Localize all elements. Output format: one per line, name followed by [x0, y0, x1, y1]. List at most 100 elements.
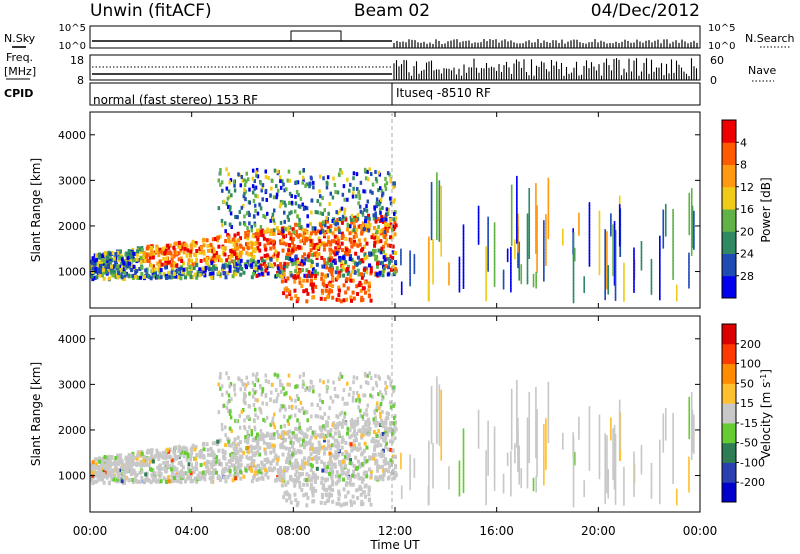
- velocity-cell: [383, 439, 387, 444]
- power-cell: [545, 246, 547, 251]
- velocity-cell: [372, 430, 376, 435]
- velocity-cell: [536, 463, 538, 468]
- velocity-cell: [235, 446, 239, 451]
- velocity-cell: [288, 496, 292, 501]
- power-cell: [114, 260, 118, 265]
- velocity-cell: [440, 396, 443, 401]
- power-cell: [510, 222, 513, 227]
- power-cell: [675, 297, 678, 302]
- power-cell: [363, 256, 367, 261]
- power-cell: [413, 257, 416, 262]
- velocity-cell: [237, 442, 241, 447]
- power-cell: [612, 246, 614, 251]
- power-cell: [604, 257, 606, 262]
- power-cell: [269, 218, 272, 223]
- velocity-cell: [203, 461, 207, 466]
- velocity-cell: [291, 431, 295, 436]
- power-cell: [331, 276, 335, 281]
- velocity-cell: [536, 415, 538, 420]
- power-cell: [345, 277, 349, 282]
- power-cell: [336, 243, 340, 248]
- velocity-cell: [223, 456, 227, 461]
- velocity-cell: [440, 447, 443, 452]
- velocity-cell: [224, 466, 228, 471]
- power-cell: [440, 233, 443, 238]
- power-cell: [364, 176, 368, 181]
- velocity-cell: [361, 425, 365, 430]
- velocity-cell: [276, 392, 280, 397]
- power-cell: [518, 270, 521, 275]
- velocity-cell: [386, 416, 390, 421]
- velocity-cell: [118, 468, 122, 473]
- velocity-cell: [394, 420, 398, 425]
- power-cell: [330, 256, 334, 261]
- velocity-cell: [133, 462, 137, 467]
- power-cell: [319, 222, 323, 227]
- velocity-cell: [536, 409, 538, 414]
- velocity-cell: [361, 414, 365, 419]
- power-cell: [95, 275, 99, 280]
- velocity-cell: [264, 378, 268, 383]
- power-cell: [336, 241, 340, 246]
- velocity-cell: [373, 410, 377, 415]
- power-cell: [125, 251, 129, 256]
- power-cell: [245, 179, 248, 184]
- velocity-cell: [321, 433, 325, 438]
- velocity-cell: [296, 478, 300, 483]
- velocity-cell: [362, 448, 366, 453]
- velocity-cell: [346, 426, 350, 431]
- power-cell: [310, 242, 314, 247]
- velocity-cell: [319, 415, 322, 420]
- power-cell: [355, 227, 359, 232]
- velocity-cell: [344, 440, 348, 445]
- power-cell: [294, 269, 298, 274]
- power-cell: [195, 257, 199, 262]
- power-cell: [253, 223, 257, 228]
- power-cell: [299, 196, 303, 201]
- power-cell: [607, 274, 610, 279]
- power-cell: [134, 274, 138, 279]
- power-cell: [210, 266, 214, 271]
- velocity-cell: [361, 451, 365, 456]
- velocity-cell: [313, 455, 317, 460]
- velocity-cell: [195, 452, 199, 457]
- velocity-cell: [272, 412, 276, 417]
- velocity-cell: [294, 426, 298, 431]
- power-cell: [543, 261, 545, 266]
- power-cell: [502, 279, 505, 284]
- power-cell: [430, 213, 433, 218]
- velocity-cell: [117, 457, 121, 462]
- power-cell: [226, 196, 230, 201]
- power-cell: [301, 255, 305, 260]
- power-cell: [251, 168, 255, 173]
- power-cell: [356, 186, 359, 191]
- cpid-2-label: Ituseq -8510 RF: [396, 86, 491, 100]
- power-cell: [282, 182, 285, 187]
- velocity-cell: [182, 471, 186, 476]
- power-cell: [606, 285, 608, 290]
- power-cell: [360, 295, 364, 300]
- velocity-cell: [384, 387, 387, 392]
- power-cell: [365, 270, 369, 275]
- power-cell: [294, 261, 298, 266]
- velocity-cell: [179, 460, 183, 465]
- velocity-cell: [440, 440, 443, 445]
- velocity-cell: [325, 446, 329, 451]
- velocity-cell: [428, 456, 430, 461]
- velocity-cell: [315, 466, 319, 471]
- power-cell: [510, 197, 513, 202]
- power-cell: [336, 217, 340, 222]
- velocity-cell: [355, 488, 359, 493]
- velocity-cell: [350, 433, 354, 438]
- power-cell: [104, 253, 108, 258]
- velocity-cell: [353, 433, 357, 438]
- power-cell: [430, 204, 433, 209]
- velocity-cell: [606, 451, 608, 456]
- power-cell: [347, 188, 351, 193]
- power-cell: [285, 252, 289, 257]
- power-cell: [245, 251, 249, 256]
- power-cell: [239, 254, 243, 259]
- power-cell: [672, 240, 674, 245]
- velocity-cell: [688, 425, 691, 430]
- power-cell: [526, 270, 529, 275]
